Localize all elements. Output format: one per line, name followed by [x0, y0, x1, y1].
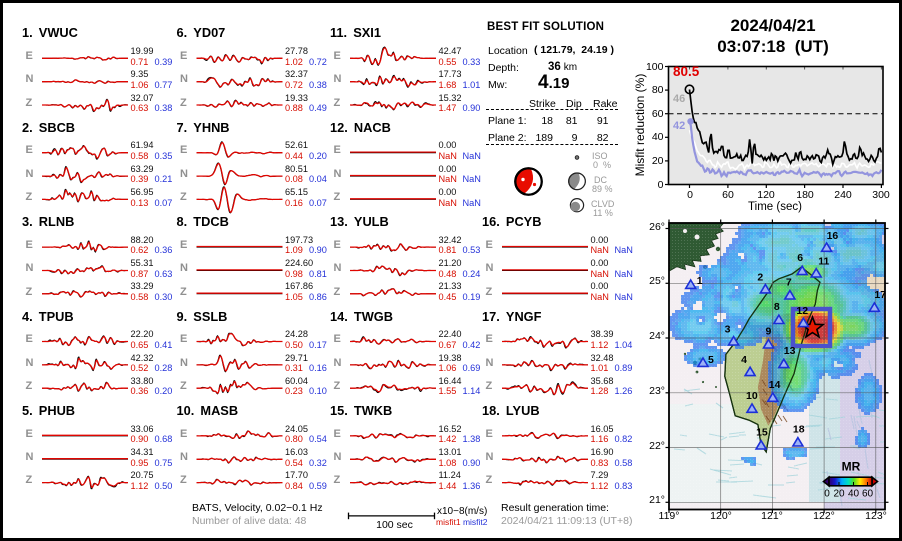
- svg-text:6: 6: [797, 252, 803, 264]
- svg-text:9: 9: [766, 326, 772, 338]
- svg-text:10: 10: [746, 390, 758, 402]
- svg-text:14: 14: [769, 379, 781, 391]
- svg-text:5: 5: [708, 354, 714, 366]
- svg-text:17: 17: [874, 289, 886, 301]
- svg-text:MR: MR: [842, 460, 861, 474]
- svg-text:7: 7: [786, 277, 792, 289]
- svg-text:16: 16: [827, 230, 839, 242]
- svg-text:40: 40: [848, 489, 860, 500]
- svg-text:15: 15: [756, 427, 768, 439]
- svg-text:4: 4: [741, 354, 747, 366]
- svg-text:11: 11: [818, 256, 829, 268]
- svg-text:3: 3: [725, 324, 731, 336]
- svg-text:2: 2: [757, 272, 763, 284]
- svg-text:60: 60: [862, 489, 874, 500]
- svg-text:0: 0: [824, 489, 830, 500]
- svg-text:18: 18: [793, 424, 805, 436]
- svg-text:12: 12: [796, 305, 808, 317]
- svg-text:8: 8: [774, 301, 780, 313]
- svg-text:20: 20: [833, 489, 845, 500]
- svg-text:1: 1: [697, 275, 703, 287]
- svg-text:13: 13: [784, 345, 796, 357]
